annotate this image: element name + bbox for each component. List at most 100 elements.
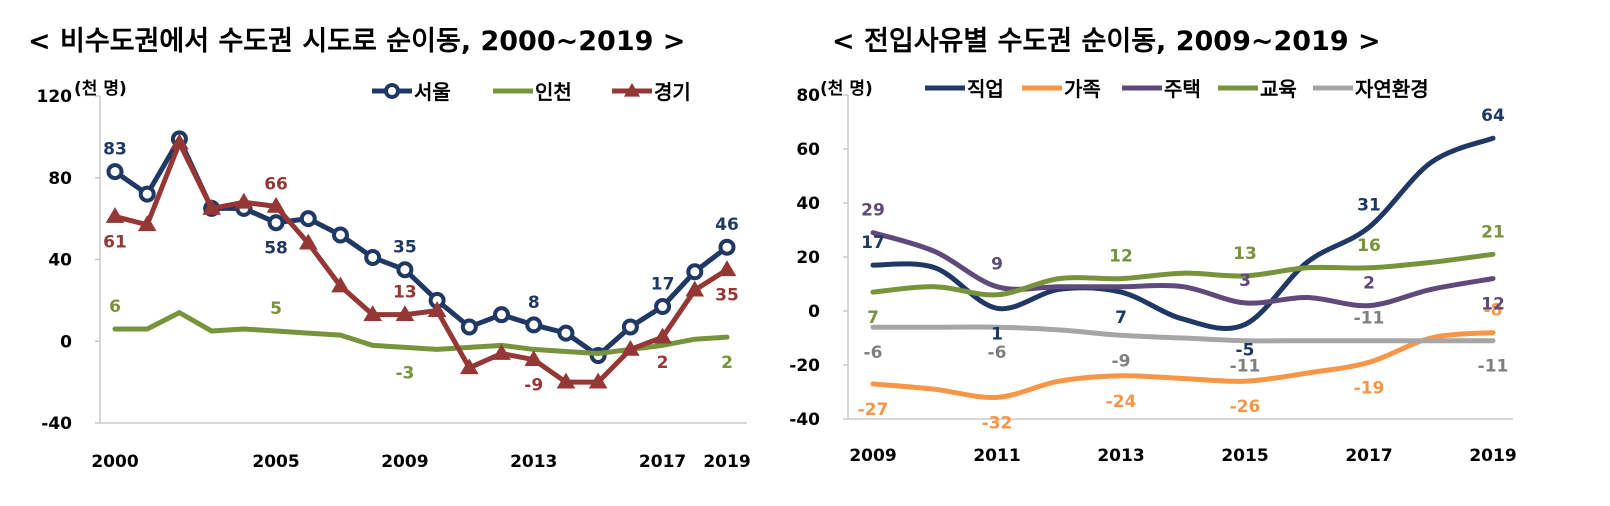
data-point-경기 [331, 276, 350, 293]
chart-1: < 비수도권에서 수도권 시도로 순이동, 2000~2019 > (천 명) -4… [28, 26, 751, 472]
y-tick-label: 120 [37, 87, 73, 107]
data-point-경기 [524, 350, 544, 366]
chart-title: < 비수도권에서 수도권 시도로 순이동, 2000~2019 > [28, 26, 685, 57]
legend-marker-경기 [624, 83, 640, 97]
legend-label: 경기 [654, 80, 691, 104]
data-point-서울 [460, 318, 478, 336]
chart-2: < 전입사유별 수도권 순이동, 2009~2019 > (천 명) -40 -20 0… [789, 26, 1516, 466]
data-label: 13 [1233, 244, 1257, 264]
data-label: 35 [715, 286, 739, 306]
data-label: 64 [1481, 106, 1505, 126]
data-point-서울 [364, 248, 382, 266]
data-label: 16 [1357, 236, 1381, 256]
series-line-주택 [870, 230, 1496, 309]
data-point-경기 [621, 339, 640, 356]
x-tick-label: 2000 [91, 452, 138, 472]
legend-marker-서울 [384, 83, 400, 99]
y-tick-label: 80 [48, 169, 72, 189]
data-point-서울 [557, 324, 575, 342]
data-label: 66 [264, 174, 288, 194]
data-label: -8 [1484, 301, 1503, 321]
y-tick-label: 40 [48, 251, 72, 271]
series-line-교육 [870, 251, 1496, 298]
data-label: -6 [988, 343, 1007, 363]
data-label: 7 [867, 308, 879, 328]
data-point-경기 [202, 198, 221, 215]
data-point-경기 [717, 260, 737, 277]
y-tick-label: 40 [796, 194, 820, 214]
x-tick-label: 2017 [639, 452, 686, 472]
data-point-서울 [718, 238, 736, 256]
data-point-서울 [654, 298, 672, 316]
legend-label: 서울 [414, 80, 451, 104]
x-tick-label: 2013 [510, 452, 557, 472]
data-point-서울 [686, 263, 704, 281]
data-label: 3 [1239, 271, 1251, 291]
data-label: -11 [1230, 357, 1261, 377]
data-point-서울 [267, 214, 285, 232]
data-label: 29 [861, 201, 885, 221]
data-point-경기 [460, 358, 479, 375]
data-label: -3 [395, 363, 414, 383]
legend-label: 직업 [967, 77, 1004, 101]
data-label: 58 [264, 239, 288, 259]
x-tick-label: 2017 [1345, 446, 1392, 466]
y-unit-label: (천 명) [74, 79, 127, 99]
data-point-경기 [653, 327, 672, 344]
x-tick-label: 2015 [1221, 446, 1268, 466]
data-label: -6 [864, 343, 883, 363]
data-label: -5 [1236, 341, 1255, 361]
data-point-경기 [137, 215, 157, 232]
y-tick-label: -40 [789, 410, 820, 430]
data-point-경기 [298, 233, 318, 250]
data-label: 17 [861, 233, 885, 253]
series-line-자연환경 [870, 324, 1496, 344]
x-tick-label: 2013 [1097, 446, 1144, 466]
data-label: 35 [393, 238, 417, 258]
series-line-직업 [870, 135, 1496, 331]
data-point-경기 [395, 305, 415, 322]
data-point-서울 [493, 306, 511, 324]
data-point-서울 [621, 318, 639, 336]
y-tick-label: 20 [796, 248, 820, 268]
data-label: -32 [982, 413, 1013, 433]
data-point-경기 [588, 372, 608, 389]
data-point-경기 [105, 207, 125, 223]
data-label: 5 [270, 299, 282, 319]
data-point-경기 [363, 305, 382, 322]
data-point-서울 [525, 316, 543, 334]
data-point-서울 [299, 210, 317, 228]
data-label: 12 [1481, 295, 1505, 315]
data-label: -9 [524, 376, 543, 396]
x-tick-label: 2005 [252, 452, 299, 472]
data-label: 7 [1115, 308, 1127, 328]
data-label: 31 [1357, 195, 1381, 215]
legend-label: 교육 [1260, 77, 1297, 101]
x-tick-label: 2009 [849, 446, 896, 466]
data-point-경기 [492, 344, 511, 360]
x-tick-label: 2011 [973, 446, 1020, 466]
data-label: 17 [651, 275, 675, 295]
data-label: -11 [1478, 357, 1509, 377]
data-point-경기 [234, 192, 254, 209]
data-point-서울 [106, 163, 124, 181]
legend-label: 주택 [1164, 77, 1201, 101]
data-label: 46 [715, 215, 739, 235]
data-label: -11 [1354, 309, 1385, 329]
y-tick-label: 60 [796, 140, 820, 160]
data-point-서울 [138, 185, 156, 203]
y-tick-label: -20 [789, 356, 820, 376]
y-tick-label: 80 [796, 86, 820, 106]
y-tick-label: -40 [41, 414, 72, 434]
data-point-경기 [685, 280, 705, 297]
data-label: 2 [1363, 274, 1375, 294]
data-label: -19 [1354, 378, 1385, 398]
data-label: 2 [657, 353, 669, 373]
data-label: 2 [721, 353, 733, 373]
y-tick-label: 0 [60, 332, 72, 352]
data-label: 13 [393, 283, 417, 303]
legend-label: 가족 [1064, 77, 1101, 101]
data-point-서울 [331, 226, 349, 244]
